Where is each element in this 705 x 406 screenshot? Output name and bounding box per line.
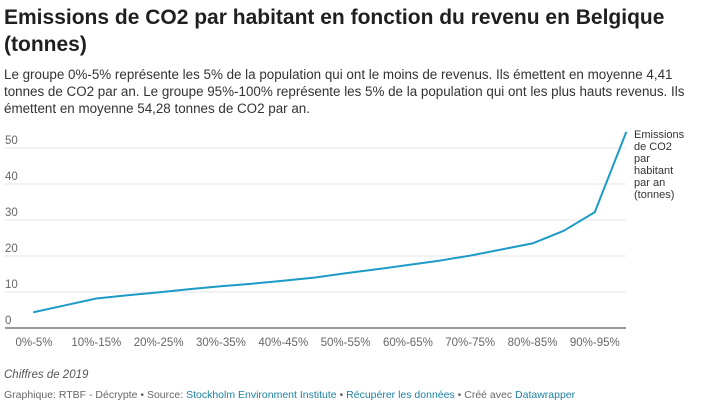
data-point	[63, 303, 67, 307]
data-point	[94, 296, 98, 300]
x-tick-label: 80%-85%	[508, 337, 558, 349]
data-point	[157, 290, 161, 294]
data-point	[593, 210, 597, 214]
credit-text: Graphique: RTBF - Décrypte • Source:	[4, 389, 187, 401]
y-tick-label: 20	[5, 243, 18, 255]
x-tick-label: 60%-65%	[383, 337, 433, 349]
datawrapper-link[interactable]: Datawrapper	[515, 389, 576, 401]
series-label-line: Emissions	[634, 129, 685, 141]
y-tick-label: 30	[5, 207, 18, 219]
x-tick-label: 0%-5%	[15, 337, 52, 349]
created-with-text: • Créé avec	[454, 389, 516, 401]
data-point	[437, 259, 441, 263]
data-point	[125, 293, 129, 297]
chart-footer: Graphique: RTBF - Décrypte • Source: Sto…	[4, 389, 575, 401]
data-point	[375, 267, 379, 271]
x-tick-label: 50%-55%	[321, 337, 371, 349]
data-point	[468, 254, 472, 258]
chart-description: Le groupe 0%-5% représente les 5% de la …	[4, 67, 685, 116]
data-point	[499, 248, 503, 252]
data-point	[406, 263, 410, 267]
y-tick-label: 10	[5, 279, 18, 291]
data-point	[32, 310, 36, 314]
line-chart: 0 10 20 30 40 50 0%-5% 10%-15% 20%-25% 30%-35% 40%…	[5, 129, 685, 349]
x-tick-label: 20%-25%	[134, 337, 184, 349]
series-label-line: par	[634, 153, 650, 165]
x-tick-label: 30%-35%	[196, 337, 246, 349]
x-tick-label: 10%-15%	[71, 337, 121, 349]
series-label-line: de CO2	[634, 141, 672, 153]
y-tick-label: 50	[5, 135, 18, 147]
data-point	[624, 131, 628, 135]
x-tick-label: 70%-75%	[445, 337, 495, 349]
data-point	[344, 271, 348, 275]
separator: •	[336, 389, 347, 401]
series-label-line: (tonnes)	[634, 189, 674, 201]
data-point	[219, 284, 223, 288]
series-label-line: habitant	[634, 165, 673, 177]
y-tick-label: 0	[5, 315, 11, 327]
series-line	[33, 131, 627, 314]
data-point	[281, 279, 285, 283]
y-tick-label: 40	[5, 171, 18, 183]
x-tick-label: 40%-45%	[258, 337, 308, 349]
chart-title: Emissions de CO2 par habitant en fonctio…	[4, 6, 665, 56]
source-link[interactable]: Stockholm Environment Institute	[186, 389, 337, 401]
data-point	[250, 282, 254, 286]
data-point	[531, 241, 535, 245]
data-point	[188, 287, 192, 291]
series-label-line: par an	[634, 177, 665, 189]
x-tick-label: 90%-95%	[570, 337, 620, 349]
chart-note: Chiffres de 2019	[4, 369, 89, 381]
data-point	[562, 229, 566, 233]
download-data-link[interactable]: Récupérer les données	[346, 389, 455, 401]
data-point	[312, 276, 316, 280]
